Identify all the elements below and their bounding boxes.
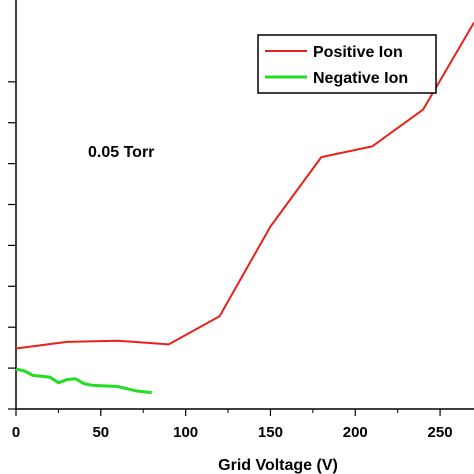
legend-box — [257, 34, 437, 94]
series-line-positive-ion — [15, 21, 474, 350]
x-tick-label: 50 — [92, 424, 109, 441]
x-axis-title: Grid Voltage (V) — [218, 457, 338, 474]
annotation-layer: 0.05 Torr — [88, 144, 154, 161]
x-tick-label: 200 — [343, 424, 368, 441]
x-tick-label: 250 — [428, 424, 453, 441]
legend-label-positive-ion: Positive Ion — [313, 44, 403, 61]
axes: 0 50 100 150 200 250 — [8, 0, 474, 441]
legend-label-negative-ion: Negative Ion — [313, 70, 408, 87]
series-layer — [15, 21, 474, 395]
x-tick-label: 100 — [173, 424, 198, 441]
x-tick-label: 150 — [258, 424, 283, 441]
series-line-negative-ion — [15, 367, 152, 395]
pressure-annotation: 0.05 Torr — [88, 144, 154, 161]
legend: Positive Ion Negative Ion — [257, 34, 437, 94]
x-tick-label: 0 — [12, 424, 20, 441]
